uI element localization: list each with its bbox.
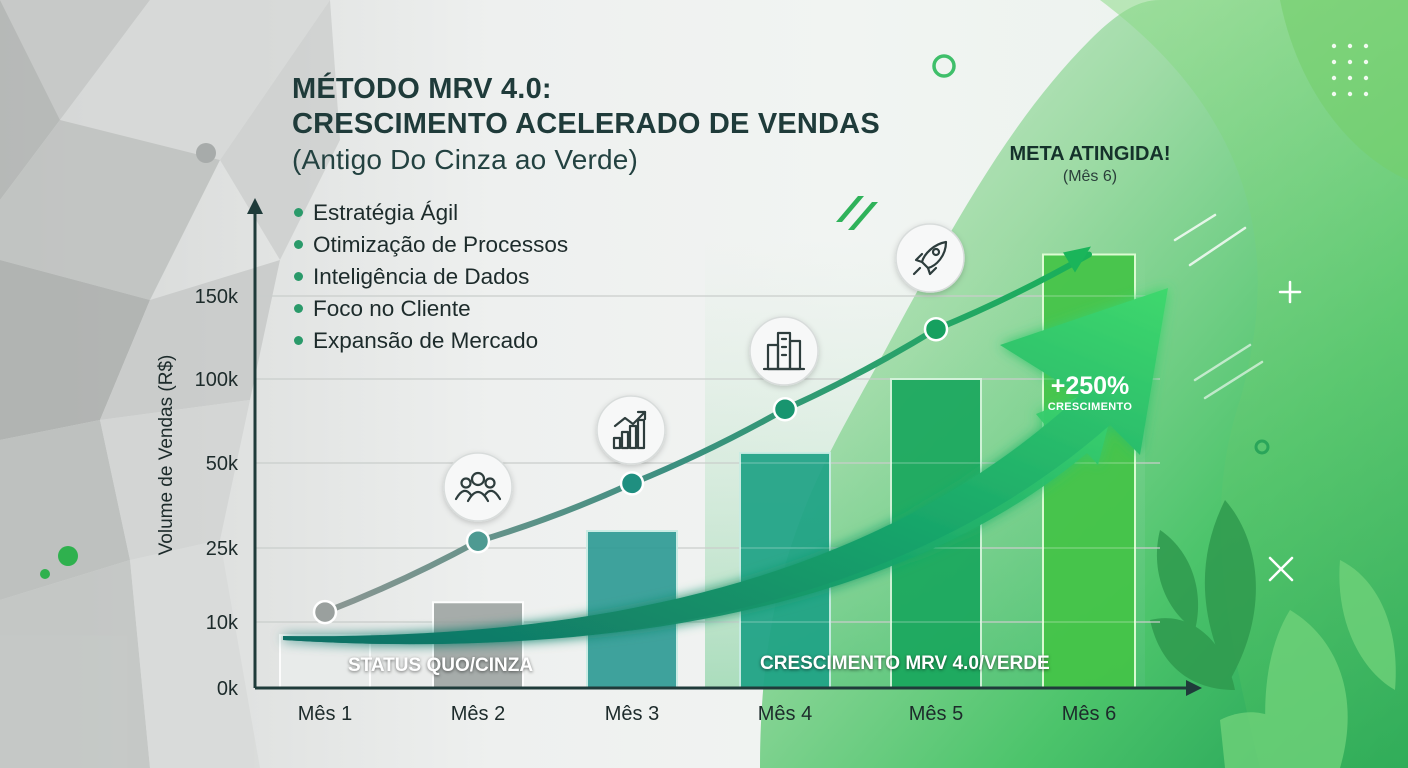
x-tick-label: Mês 4 bbox=[758, 703, 812, 725]
list-item: Foco no Cliente bbox=[292, 294, 568, 326]
x-tick-label: Mês 6 bbox=[1062, 703, 1116, 725]
page-title: MÉTODO MRV 4.0: CRESCIMENTO ACELERADO DE… bbox=[292, 72, 880, 177]
title-line-3: (Antigo Do Cinza ao Verde) bbox=[292, 144, 639, 175]
y-tick-label: 25k bbox=[206, 538, 239, 560]
growth-value: +250% bbox=[1050, 372, 1130, 400]
strategy-list: Estratégia Ágil Otimização de Processos … bbox=[292, 198, 568, 358]
goal-label: META ATINGIDA! bbox=[1009, 143, 1171, 165]
trend-point-mes-2 bbox=[465, 528, 491, 554]
trend-point-mes-4 bbox=[772, 396, 798, 422]
bullet-icon bbox=[294, 208, 303, 218]
y-tick-label: 100k bbox=[195, 369, 239, 391]
y-tick-label: 10k bbox=[206, 612, 239, 634]
x-axis-arrow bbox=[1186, 680, 1202, 696]
y-tick-label: 150k bbox=[195, 286, 239, 308]
x-tick-label: Mês 5 bbox=[909, 703, 963, 725]
y-axis-arrow bbox=[247, 198, 263, 214]
title-line-1: MÉTODO MRV 4.0: bbox=[292, 73, 552, 105]
people-icon bbox=[443, 452, 513, 522]
title-line-2: CRESCIMENTO ACELERADO DE VENDAS bbox=[292, 108, 880, 140]
list-item: Otimização de Processos bbox=[292, 230, 568, 262]
trend-point-mes-1 bbox=[312, 599, 338, 625]
bar-mes-1 bbox=[279, 634, 371, 690]
buildings-icon bbox=[749, 316, 819, 386]
x-tick-label: Mês 3 bbox=[605, 703, 659, 725]
trend-point-mes-3 bbox=[619, 471, 645, 496]
growth-badge: +250% CRESCIMENTO bbox=[1030, 372, 1150, 413]
bullet-icon bbox=[294, 304, 303, 314]
trend-arrowhead bbox=[1063, 246, 1091, 273]
growth-arrow bbox=[283, 288, 1168, 645]
goal-annotation: META ATINGIDA! (Mês 6) bbox=[990, 143, 1190, 186]
chart-growth-icon bbox=[596, 395, 666, 465]
trend-line-layer bbox=[312, 246, 1092, 625]
list-item: Expansão de Mercado bbox=[292, 326, 568, 358]
status-quo-label: STATUS QUO/CINZA bbox=[348, 655, 534, 676]
x-tick-label: Mês 2 bbox=[451, 703, 505, 725]
y-axis-label: Volume de Vendas (R$) bbox=[156, 355, 177, 556]
list-item: Inteligência de Dados bbox=[292, 262, 568, 294]
list-item: Estratégia Ágil bbox=[292, 198, 568, 230]
gridlines bbox=[255, 295, 1160, 623]
bullet-icon bbox=[294, 336, 303, 346]
bullet-icon bbox=[294, 240, 303, 250]
growth-label: CRESCIMENTO bbox=[1047, 401, 1133, 413]
axes: 0k 10k 25k 50k 100k 150k Mês 1 Mês 2 Mês 3 Mês 4 M… bbox=[156, 198, 1202, 725]
mrv-growth-label: CRESCIMENTO MRV 4.0/VERDE bbox=[760, 653, 1050, 674]
rocket-icon bbox=[895, 223, 965, 293]
y-tick-label: 0k bbox=[217, 678, 239, 700]
bullet-icon bbox=[294, 272, 303, 282]
goal-sublabel: (Mês 6) bbox=[1062, 168, 1118, 185]
y-tick-label: 50k bbox=[206, 453, 239, 475]
trend-point-mes-5 bbox=[923, 316, 949, 342]
x-tick-label: Mês 1 bbox=[298, 703, 352, 725]
trend-line bbox=[322, 251, 1092, 616]
milestone-icons bbox=[443, 223, 965, 522]
